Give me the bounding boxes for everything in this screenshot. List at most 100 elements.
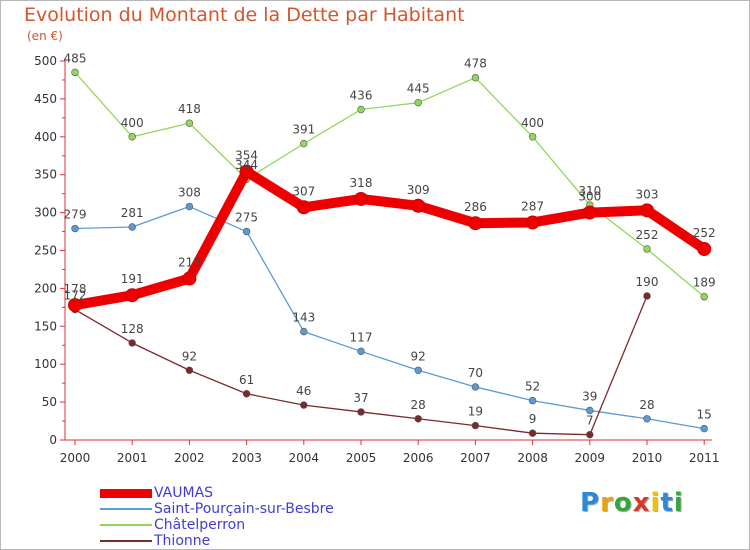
legend-label: VAUMAS	[154, 485, 214, 501]
data-label: 281	[121, 206, 144, 220]
data-label: 354	[235, 149, 258, 163]
data-label: 92	[182, 349, 197, 363]
data-label: 28	[411, 398, 426, 412]
x-tick-label: 2007	[460, 451, 491, 465]
legend-label: Saint-Pourçain-sur-Besbre	[154, 501, 334, 517]
x-tick-label: 2002	[174, 451, 205, 465]
x-tick-label: 2006	[403, 451, 434, 465]
data-point	[471, 383, 480, 391]
series-lines	[68, 68, 712, 439]
x-tick-label: 2008	[517, 451, 548, 465]
y-tick-label: 450	[34, 92, 57, 106]
data-point	[71, 224, 79, 233]
series-line-vaumas	[70, 166, 710, 311]
data-point	[582, 205, 597, 220]
y-tick-label: 0	[49, 433, 57, 447]
x-tick-label: 2009	[575, 451, 606, 465]
data-label: 189	[693, 276, 716, 290]
chart-axes: 0 50 100 150 200 250 300 350 400 450 500 2000 2001 20…	[34, 54, 719, 465]
data-point	[700, 293, 708, 301]
data-point	[242, 390, 251, 398]
data-point	[643, 415, 651, 423]
y-tick-label: 250	[34, 244, 57, 258]
data-label: 9	[529, 412, 537, 426]
data-point	[414, 366, 422, 374]
data-label: 7	[586, 414, 594, 428]
data-point	[242, 227, 251, 236]
data-point	[586, 406, 594, 415]
data-point	[125, 288, 140, 303]
legend-swatch	[100, 488, 152, 498]
data-label: 418	[178, 102, 201, 116]
data-label: 485	[64, 51, 87, 65]
data-point	[468, 216, 483, 231]
data-point	[185, 202, 194, 211]
data-point	[354, 191, 368, 206]
data-label: 391	[292, 123, 315, 137]
series-line-chatelperron	[74, 71, 705, 298]
data-label: 478	[464, 57, 487, 71]
x-tick-label: 2001	[117, 451, 148, 465]
x-tick-label: 2000	[60, 451, 91, 465]
data-point	[643, 245, 651, 253]
x-tick-label: 2010	[632, 451, 663, 465]
data-point	[68, 298, 82, 313]
data-point	[471, 73, 480, 82]
y-tick-label: 150	[34, 319, 57, 333]
legend-label: Châtelperron	[154, 517, 246, 533]
data-point	[239, 164, 254, 179]
y-tick-label: 300	[34, 206, 57, 220]
y-tick-label: 350	[34, 168, 57, 182]
data-label: 308	[178, 186, 201, 200]
data-label: 287	[521, 199, 544, 213]
data-label: 117	[350, 330, 373, 344]
chart-title: Evolution du Montant de la Dette par Hab…	[24, 4, 465, 26]
data-point	[697, 241, 712, 256]
data-label: 303	[636, 187, 659, 201]
y-tick-label: 500	[34, 54, 57, 68]
data-label: 143	[292, 311, 315, 325]
data-label: 172	[64, 289, 87, 303]
data-label: 15	[697, 408, 712, 422]
legend-swatch	[100, 540, 152, 542]
data-label: 400	[521, 116, 544, 130]
series-line-saint-pourcain-sur-besbre	[74, 205, 705, 430]
legend-swatch	[100, 508, 152, 510]
chart-subtitle: (en €)	[27, 29, 63, 43]
data-point	[528, 133, 537, 141]
data-point	[357, 105, 365, 114]
data-point	[71, 68, 79, 77]
data-point	[357, 408, 365, 416]
x-tick-label: 2011	[689, 451, 720, 465]
data-label: 318	[350, 176, 373, 190]
data-point	[528, 429, 537, 437]
data-point	[296, 200, 311, 215]
data-label: 275	[235, 211, 258, 225]
data-point	[525, 215, 540, 230]
data-point	[471, 421, 480, 430]
data-label: 344	[235, 158, 258, 172]
data-label: 309	[407, 183, 430, 197]
data-label: 445	[407, 82, 430, 96]
data-label: 300	[578, 190, 601, 204]
x-tick-label: 2004	[289, 451, 320, 465]
data-label: 52	[525, 380, 540, 394]
data-label: 252	[693, 226, 716, 240]
data-point	[128, 339, 136, 347]
data-point	[182, 271, 197, 286]
proxiti-logo: Proxiti	[580, 488, 684, 518]
data-point	[128, 133, 136, 141]
data-label: 178	[64, 282, 87, 296]
legend-swatch	[100, 524, 152, 526]
data-point	[185, 119, 194, 127]
data-point	[643, 292, 651, 300]
data-label: 128	[121, 322, 144, 336]
data-label: 70	[468, 366, 483, 380]
data-label: 190	[636, 275, 659, 289]
data-point	[414, 98, 422, 107]
data-label: 191	[121, 272, 144, 286]
data-point	[357, 347, 365, 356]
